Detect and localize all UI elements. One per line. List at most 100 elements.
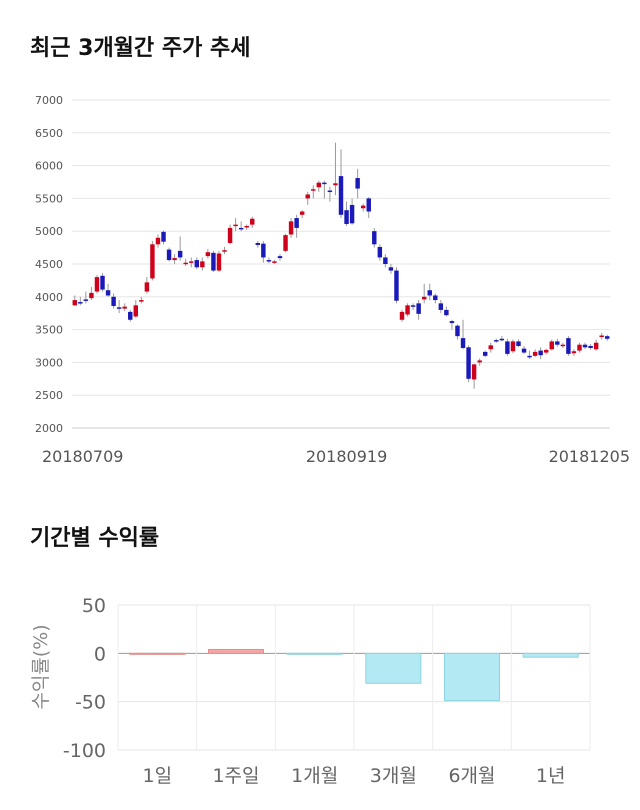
return-y-tick-label: 0	[94, 643, 106, 665]
return-bar	[207, 648, 265, 654]
candle-down	[277, 256, 283, 259]
candle-up	[360, 205, 366, 209]
price-y-tick-label: 6500	[35, 127, 63, 140]
return-y-tick-label: 50	[82, 595, 106, 617]
candle-up	[227, 227, 233, 244]
candle-up	[532, 351, 538, 356]
candle-down	[460, 338, 466, 348]
candle-down	[605, 336, 610, 339]
candle-up	[333, 183, 338, 186]
candle-up	[233, 224, 238, 227]
candle-down	[394, 270, 399, 301]
return-chart-grid	[117, 604, 591, 751]
candle-down	[505, 341, 510, 354]
candle-down	[128, 311, 133, 320]
candle-up	[122, 306, 127, 309]
candle-down	[116, 307, 122, 309]
candle-down	[266, 260, 272, 262]
return-x-tick-label: 1일	[143, 765, 173, 787]
candle-down	[377, 246, 383, 258]
candle-down	[527, 355, 532, 358]
candle-up	[421, 296, 427, 300]
return-x-tick-label: 3개월	[370, 765, 417, 787]
candle-down	[416, 303, 421, 314]
candle-down	[327, 190, 333, 193]
candle-down	[194, 260, 200, 268]
candle-down	[588, 346, 593, 348]
candle-down	[582, 344, 588, 348]
candle-up	[577, 344, 582, 351]
return-chart-bars	[129, 648, 579, 702]
candle-down	[538, 350, 543, 356]
candle-down	[355, 178, 360, 189]
candle-down	[294, 218, 299, 228]
candle-up	[560, 344, 566, 347]
price-y-tick-label: 4500	[35, 258, 63, 271]
period-return-title: 기간별 수익률	[30, 526, 160, 551]
candle-up	[216, 253, 222, 271]
candle-down	[455, 325, 460, 337]
candle-down	[83, 299, 89, 301]
candle-up	[250, 218, 255, 225]
return-bar	[522, 652, 579, 658]
candle-down	[366, 198, 371, 212]
return-x-tick-label: 1년	[536, 765, 566, 787]
candle-up	[510, 341, 516, 352]
candle-down	[516, 341, 521, 346]
candle-down	[372, 231, 377, 245]
candle-up	[150, 244, 155, 279]
candle-up	[599, 335, 604, 338]
return-bar-chart: 50 0 -50 -100 1일 1주일 1개월 3개월 6개월 1년 수익률(%)	[30, 595, 591, 787]
candle-down	[261, 243, 266, 258]
price-x-tick-label: 20180709	[42, 447, 123, 466]
return-chart-y-axis-label: 수익률(%)	[30, 624, 52, 709]
price-y-tick-label: 5500	[35, 192, 63, 205]
candle-up	[477, 360, 482, 363]
price-candlestick-chart: 2000 2500 3000 3500 4000 4500 5000 5500 6000 6500…	[35, 94, 630, 466]
candle-up	[139, 300, 144, 302]
candle-down	[349, 204, 355, 224]
candle-up	[311, 189, 316, 191]
candle-down	[383, 257, 388, 264]
candle-down	[427, 290, 432, 296]
return-bar	[443, 652, 501, 702]
candle-down	[444, 309, 449, 316]
candle-up	[144, 282, 150, 292]
candle-down	[466, 347, 471, 379]
candle-down	[322, 182, 327, 185]
candle-up	[200, 261, 205, 268]
candle-down	[238, 227, 244, 230]
candle-up	[299, 211, 305, 215]
candle-up	[283, 235, 288, 251]
candle-down	[166, 249, 172, 261]
candle-up	[222, 250, 227, 252]
candle-down	[521, 348, 527, 353]
candle-up	[189, 261, 194, 263]
candle-up	[72, 300, 77, 306]
candle-down	[344, 210, 349, 224]
candle-down	[494, 340, 499, 342]
candle-up	[205, 252, 211, 257]
return-chart-y-ticks: 50 0 -50 -100	[63, 595, 106, 762]
candle-up	[405, 305, 410, 315]
candle-up	[272, 261, 277, 263]
price-y-tick-label: 2500	[35, 389, 63, 402]
candle-down	[161, 231, 166, 242]
candle-down	[388, 267, 394, 271]
candle-up	[549, 341, 554, 350]
price-y-tick-label: 3000	[35, 356, 63, 369]
candle-up	[155, 237, 161, 245]
candle-down	[566, 338, 571, 354]
candle-down	[433, 295, 438, 301]
price-y-tick-label: 5000	[35, 225, 63, 238]
candle-up	[316, 182, 322, 188]
candle-down	[499, 338, 505, 341]
price-y-tick-label: 7000	[35, 94, 63, 107]
return-y-tick-label: -50	[75, 692, 106, 714]
return-x-tick-label: 6개월	[448, 765, 495, 787]
candle-up	[288, 221, 294, 235]
candle-up	[399, 311, 405, 320]
price-x-tick-label: 20180919	[306, 447, 387, 466]
candle-down	[338, 176, 344, 215]
price-y-tick-label: 3500	[35, 324, 63, 337]
